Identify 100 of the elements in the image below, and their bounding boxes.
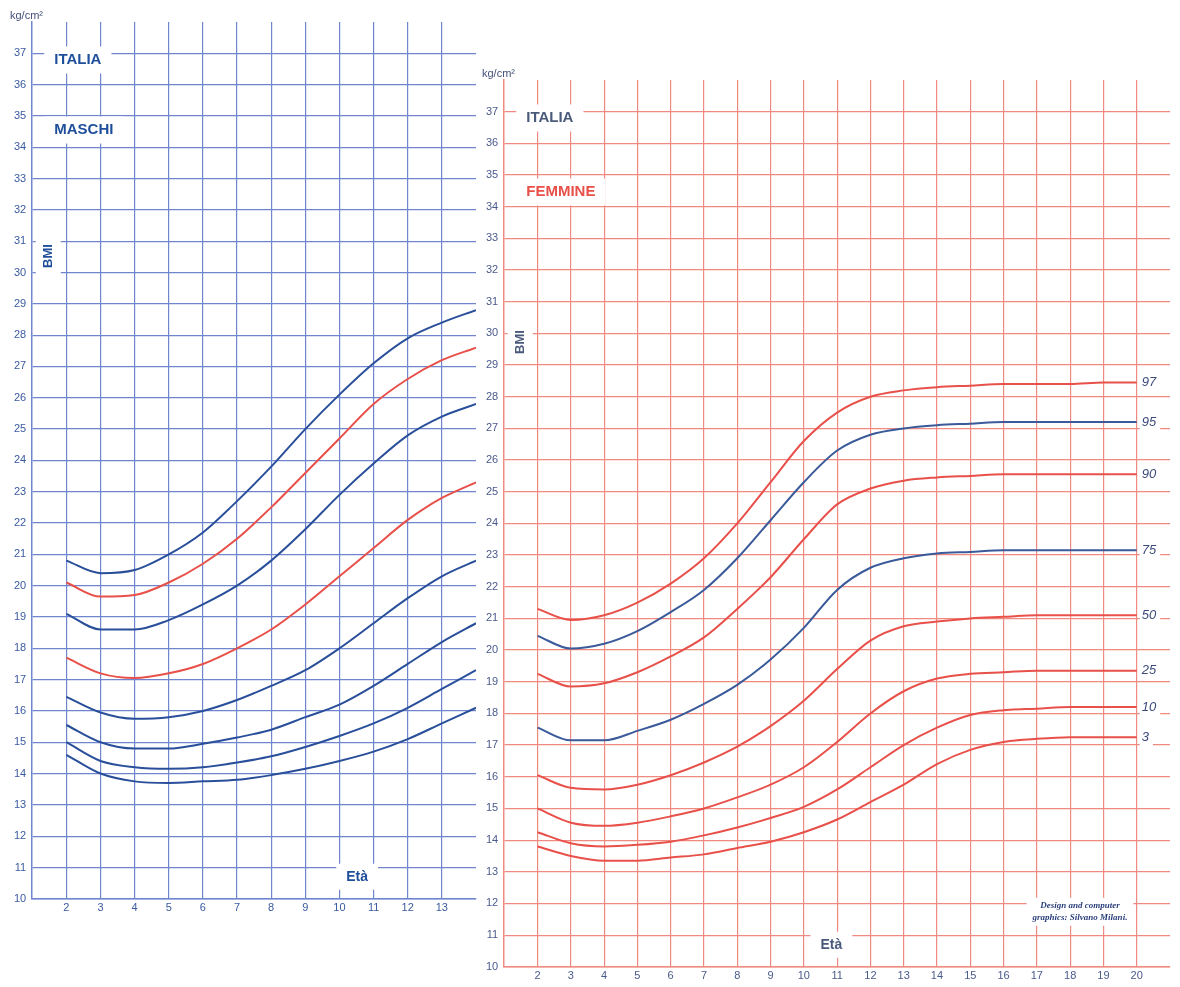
- y-tick-label: 11: [14, 860, 27, 873]
- x-tick-label: 8: [268, 901, 275, 914]
- series-label: 95: [1141, 413, 1157, 429]
- text: ITALIA: [54, 50, 102, 68]
- y-tick-label: 28: [13, 328, 27, 341]
- y-axis-title: BMI: [511, 330, 527, 354]
- line-series: [536, 421, 1138, 650]
- line-series: [65, 346, 476, 598]
- x-tick-label: 3: [97, 901, 104, 914]
- y-tick-label: 18: [13, 641, 27, 654]
- x-tick-label: 12: [864, 969, 877, 982]
- x-tick-label: 4: [601, 969, 608, 982]
- line-series: [65, 669, 476, 770]
- y-tick-label: 17: [485, 738, 499, 751]
- y-tick-label: 19: [13, 610, 27, 622]
- x-tick-label: 13: [897, 969, 910, 982]
- y-tick-label: 26: [485, 453, 499, 466]
- x-tick-label: 5: [165, 901, 172, 914]
- text: FEMMINE: [526, 182, 596, 200]
- series-label: 97: [1141, 374, 1157, 390]
- y-tick-label: 16: [485, 769, 499, 782]
- series-label: 10: [1141, 698, 1157, 714]
- series-label: 50: [1141, 606, 1157, 622]
- x-tick-label: 16: [997, 969, 1010, 982]
- line-series: [536, 736, 1138, 862]
- y-tick-label: 22: [485, 579, 499, 592]
- y-tick-label: 29: [485, 358, 499, 371]
- x-tick-label: 19: [1097, 969, 1110, 982]
- y-tick-label: 21: [13, 547, 27, 560]
- text: kg/cm²: [10, 8, 44, 21]
- y-tick-label: 29: [13, 296, 27, 309]
- y-tick-label: 36: [13, 77, 27, 90]
- line-series: [536, 669, 1138, 827]
- x-tick-label: 2: [534, 969, 541, 982]
- y-tick-label: 34: [13, 140, 27, 153]
- y-tick-label: 27: [485, 421, 499, 434]
- y-axis-title: BMI: [39, 244, 55, 268]
- x-tick-label: 3: [567, 969, 574, 982]
- line-series: [65, 706, 476, 784]
- y-tick-label: 24: [13, 453, 27, 466]
- y-tick-label: 31: [485, 294, 499, 307]
- line-series: [65, 481, 476, 680]
- y-tick-label: 14: [13, 766, 27, 779]
- line-series: [65, 309, 476, 575]
- series-label: 90: [1141, 465, 1157, 481]
- x-tick-label: 11: [831, 969, 843, 982]
- y-tick-label: 18: [485, 706, 499, 719]
- y-tick-label: 26: [13, 390, 27, 403]
- y-tick-label: 33: [485, 231, 499, 244]
- line-series: [65, 622, 476, 750]
- y-tick-label: 36: [485, 136, 499, 149]
- y-tick-label: 37: [485, 104, 499, 117]
- y-tick-label: 12: [13, 829, 27, 842]
- y-tick-label: 32: [13, 202, 27, 215]
- text: kg/cm²: [482, 66, 516, 79]
- y-tick-label: 11: [486, 928, 499, 941]
- x-tick-label: 2: [63, 901, 70, 914]
- y-tick-label: 15: [13, 735, 27, 748]
- x-tick-label: 7: [233, 901, 241, 914]
- x-tick-label: 7: [700, 969, 708, 982]
- y-tick-label: 35: [13, 108, 27, 121]
- y-tick-label: 25: [13, 422, 27, 435]
- y-tick-label: 22: [13, 516, 27, 529]
- x-tick-label: 8: [734, 969, 741, 982]
- x-tick-label: 11: [367, 901, 380, 914]
- y-tick-label: 27: [13, 359, 27, 372]
- x-axis-title: Età: [820, 935, 843, 952]
- x-tick-label: 13: [435, 901, 448, 914]
- y-tick-label: 13: [485, 864, 499, 877]
- y-tick-label: 34: [485, 199, 499, 212]
- y-tick-label: 32: [485, 263, 499, 276]
- x-tick-label: 14: [930, 969, 944, 982]
- x-axis-title: Età: [346, 867, 369, 884]
- line-series: [65, 403, 476, 631]
- x-tick-label: 9: [302, 901, 309, 914]
- y-tick-label: 31: [13, 234, 27, 247]
- y-tick-label: 24: [485, 516, 499, 529]
- y-tick-label: 10: [13, 891, 27, 904]
- x-tick-label: 9: [767, 969, 774, 982]
- y-tick-label: 33: [13, 171, 27, 184]
- line-series: [536, 549, 1138, 742]
- y-tick-label: 20: [13, 578, 27, 591]
- y-tick-label: 10: [485, 959, 499, 972]
- series-label: 25: [1140, 662, 1157, 678]
- series-label: 75: [1141, 541, 1157, 557]
- x-tick-label: 17: [1030, 969, 1043, 982]
- y-tick-label: 20: [485, 643, 499, 656]
- y-tick-label: 37: [13, 46, 27, 59]
- line-series: [536, 706, 1138, 848]
- y-tick-label: 30: [13, 265, 27, 278]
- x-tick-label: 15: [964, 969, 977, 982]
- x-tick-label: 4: [131, 901, 138, 914]
- x-tick-label: 6: [199, 901, 206, 914]
- x-tick-label: 18: [1064, 969, 1077, 982]
- y-tick-label: 15: [485, 801, 499, 814]
- y-tick-label: 13: [13, 797, 27, 810]
- x-tick-label: 6: [667, 969, 674, 982]
- line-series: [536, 473, 1138, 688]
- x-tick-label: 10: [333, 901, 346, 914]
- y-tick-label: 23: [485, 548, 499, 561]
